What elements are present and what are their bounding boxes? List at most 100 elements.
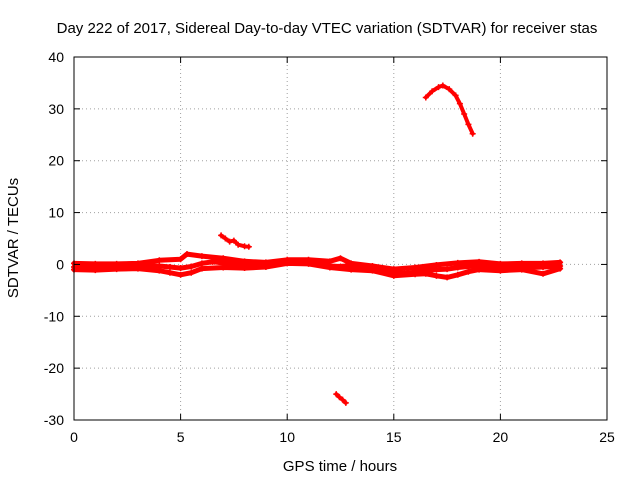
data-point [284, 256, 291, 263]
data-point [245, 243, 252, 250]
data-point [339, 396, 346, 403]
x-axis-label: GPS time / hours [283, 458, 397, 475]
data-point [444, 274, 451, 281]
data-point [454, 259, 461, 266]
data-point [465, 121, 472, 128]
data-point [497, 267, 504, 274]
data-point [497, 260, 504, 267]
y-tick-label: 20 [48, 153, 64, 169]
data-point [369, 262, 376, 269]
data-point [188, 269, 195, 276]
data-point [465, 268, 472, 275]
data-point [422, 270, 429, 277]
x-tick-label: 25 [599, 429, 615, 445]
x-tick-label: 20 [493, 429, 509, 445]
data-point [326, 264, 333, 271]
x-tick-label: 10 [279, 429, 295, 445]
data-point [183, 251, 190, 258]
x-tick-label: 15 [386, 429, 402, 445]
axis-ticks: 0 5 10 15 20 25 -30 -20 -10 0 10 20 30 40 [44, 49, 615, 445]
data-point [348, 260, 355, 267]
x-tick-label: 0 [70, 429, 78, 445]
series-line [423, 83, 475, 136]
y-tick-label: -10 [44, 308, 64, 324]
data-point [518, 266, 525, 273]
data-point [456, 100, 463, 107]
y-tick-label: -30 [44, 412, 64, 428]
series-segment-near-7h [218, 232, 252, 250]
data-point [198, 260, 205, 267]
data-point [446, 86, 453, 93]
data-point [518, 260, 525, 267]
y-tick-label: 10 [48, 205, 64, 221]
data-point [433, 272, 440, 279]
data-point [412, 264, 419, 271]
data-point [452, 92, 459, 99]
data-point [113, 260, 120, 267]
data-point [390, 272, 397, 279]
data-point [412, 271, 419, 278]
data-point [177, 271, 184, 278]
data-point [198, 253, 205, 260]
data-point [92, 267, 99, 274]
data-point [220, 255, 227, 262]
data-point [540, 260, 547, 267]
data-point [235, 241, 242, 248]
data-point [230, 237, 237, 244]
data-point [305, 256, 312, 263]
data-point [557, 265, 564, 272]
y-tick-label: 0 [56, 256, 64, 272]
data-point [326, 258, 333, 265]
data-point [226, 238, 233, 245]
y-tick-label: -20 [44, 360, 64, 376]
data-point [342, 399, 349, 406]
data-point [337, 255, 344, 262]
data-point [557, 259, 564, 266]
data-point [241, 258, 248, 265]
data-series [71, 82, 564, 406]
data-point [209, 258, 216, 265]
data-point [435, 84, 442, 91]
data-point [241, 265, 248, 272]
data-point [188, 263, 195, 270]
data-point [218, 232, 225, 239]
data-point [156, 267, 163, 274]
data-point [454, 271, 461, 278]
data-point [198, 265, 205, 272]
data-point [476, 266, 483, 273]
data-point [433, 261, 440, 268]
series-line [334, 392, 348, 405]
plot-frame [73, 56, 608, 421]
data-point [177, 256, 184, 263]
x-tick-label: 5 [177, 429, 185, 445]
series-band-lower-edge [71, 260, 564, 281]
y-tick-label: 40 [48, 49, 64, 65]
data-point [429, 88, 436, 95]
data-point [166, 264, 173, 271]
data-point [113, 266, 120, 273]
data-point [422, 94, 429, 101]
data-point [469, 130, 476, 137]
series-segment-near-12.5h [333, 391, 349, 406]
chart-title: Day 222 of 2017, Sidereal Day-to-day VTE… [57, 20, 598, 37]
data-point [540, 270, 547, 277]
data-point [336, 394, 343, 401]
data-point [439, 82, 446, 89]
data-point [92, 260, 99, 267]
y-axis-label: SDTVAR / TECUs [5, 178, 22, 298]
series-line [71, 251, 563, 272]
data-point [156, 257, 163, 264]
series-arc-near-17h [422, 82, 476, 137]
data-point [348, 266, 355, 273]
data-point [220, 264, 227, 271]
data-point [444, 266, 451, 273]
data-point [333, 391, 340, 398]
data-point [461, 111, 468, 118]
data-point [476, 258, 483, 265]
data-point [177, 265, 184, 272]
data-point [262, 259, 269, 266]
data-point [222, 235, 229, 242]
y-tick-label: 30 [48, 101, 64, 117]
